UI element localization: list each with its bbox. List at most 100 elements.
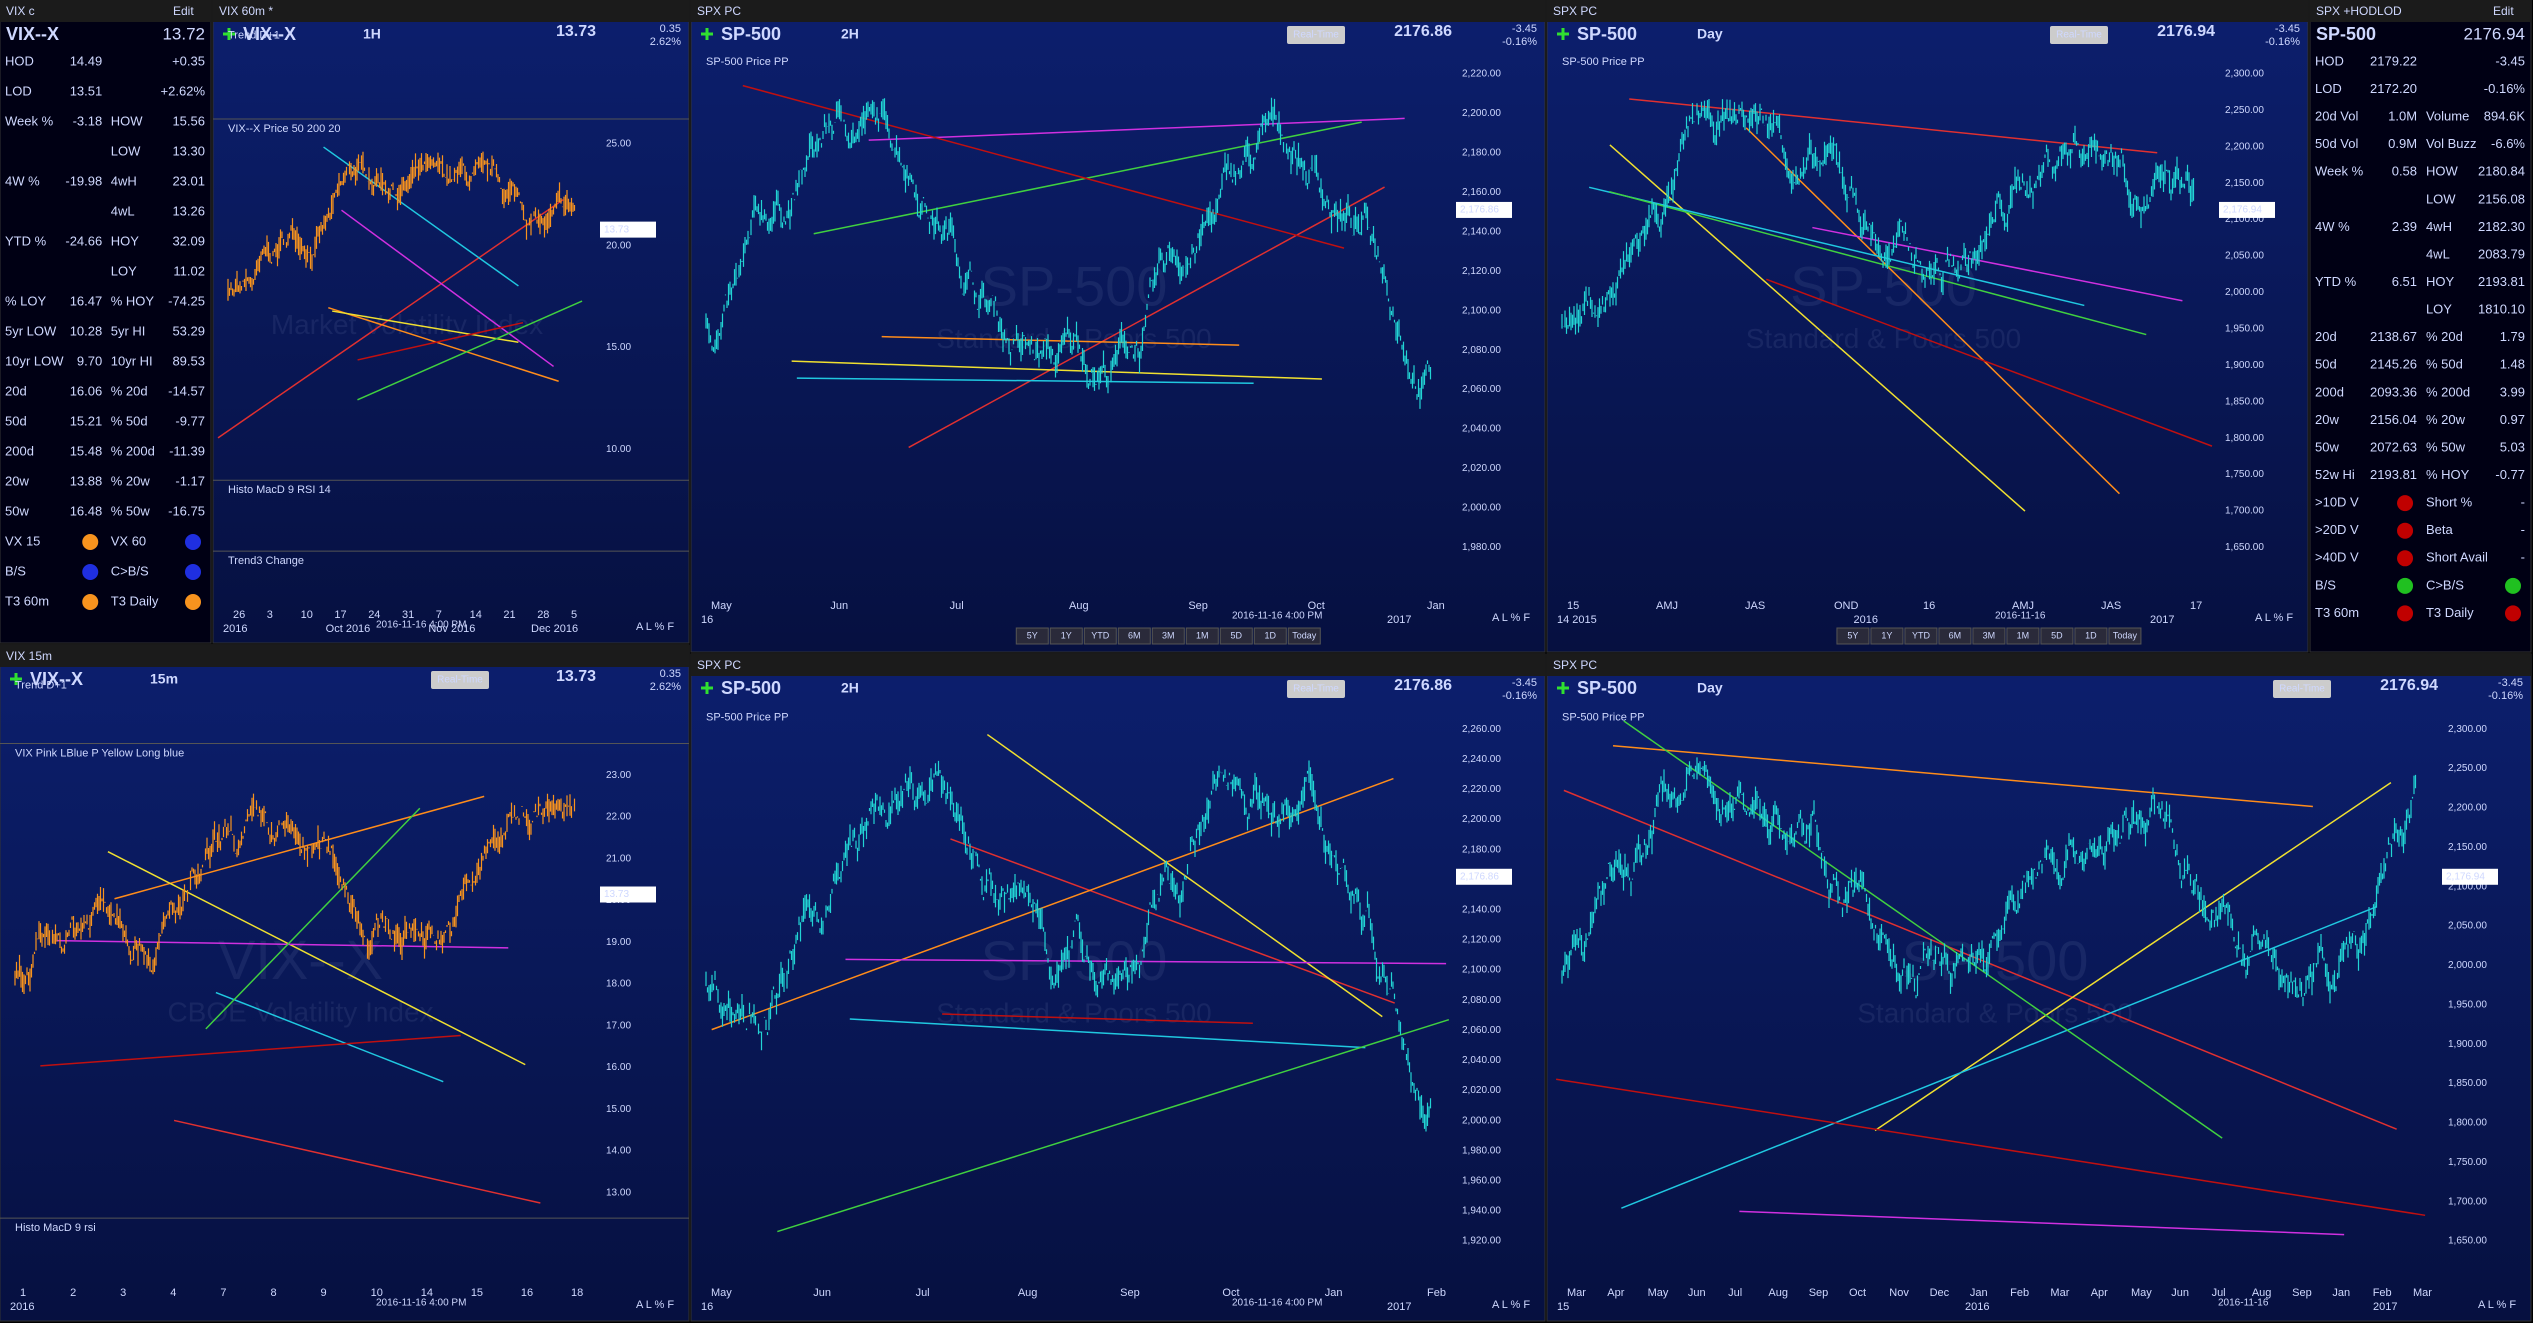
- quote-symbol: VIX--X: [6, 24, 59, 44]
- range-button[interactable]: [1219, 627, 1253, 645]
- axis-options[interactable]: A L % F: [636, 1299, 674, 1311]
- y-tick-label: 2,080.00: [1462, 345, 1501, 356]
- quote-value: 2193.81: [2478, 274, 2525, 289]
- range-label: 6M: [1949, 630, 1962, 640]
- chart-interval[interactable]: 15m: [150, 671, 178, 687]
- chart-interval[interactable]: Day: [1697, 680, 1723, 696]
- range-button[interactable]: [2074, 627, 2108, 645]
- range-button[interactable]: [1253, 627, 1287, 645]
- range-label: Today: [1292, 630, 1317, 640]
- x-tick-label: Sep: [1188, 600, 1208, 612]
- trend-line: [1609, 190, 2147, 336]
- quote-value: 16.47: [70, 293, 103, 308]
- axis-options[interactable]: A L % F: [636, 621, 674, 633]
- y-tick-label: 2,180.00: [1462, 844, 1501, 855]
- axis-options[interactable]: A L % F: [2478, 1299, 2516, 1311]
- range-button[interactable]: [1904, 627, 1938, 645]
- chart-price: 13.73: [556, 668, 596, 685]
- range-button[interactable]: [1015, 627, 1049, 645]
- y-tick-label: 10.00: [606, 444, 631, 455]
- quote-label: >20D V: [2315, 522, 2359, 537]
- quote-label: 20w: [5, 473, 29, 488]
- range-button[interactable]: [1185, 627, 1219, 645]
- range-button[interactable]: [1117, 627, 1151, 645]
- quote-label: 200d: [2315, 384, 2344, 399]
- quote-value: 2156.08: [2478, 191, 2525, 206]
- realtime-button[interactable]: [431, 671, 489, 689]
- chart-interval[interactable]: Day: [1697, 26, 1723, 42]
- chart-interval[interactable]: 1H: [363, 26, 381, 42]
- x-tick-label: Jun: [830, 600, 848, 612]
- x-tick-label: 14: [421, 1287, 433, 1299]
- y-tick-label: 2,250.00: [2225, 105, 2264, 116]
- quote-label: T3 Daily: [111, 593, 159, 608]
- range-button[interactable]: [1151, 627, 1185, 645]
- range-button[interactable]: [1836, 627, 1870, 645]
- last-price-tag: [2442, 868, 2498, 885]
- quote-label: B/S: [5, 563, 26, 578]
- range-label: 1D: [2085, 630, 2097, 640]
- x-tick-label: AMJ: [2012, 600, 2034, 612]
- x-tick-label: May: [711, 1287, 732, 1299]
- edit-button[interactable]: Edit: [2493, 4, 2514, 18]
- y-tick-label: 2,020.00: [1462, 1085, 1501, 1096]
- quote-value: -19.98: [65, 173, 102, 188]
- quote-label: 4W %: [5, 173, 40, 188]
- quote-value: -: [2521, 550, 2525, 565]
- range-button[interactable]: [1083, 627, 1117, 645]
- quote-value: 2093.36: [2370, 384, 2417, 399]
- axis-options[interactable]: A L % F: [1492, 1299, 1530, 1311]
- quote-label: % 200d: [2426, 384, 2470, 399]
- realtime-button[interactable]: [1287, 680, 1345, 698]
- y-tick-label: 2,200.00: [2448, 803, 2487, 814]
- range-label: 1Y: [1881, 630, 1892, 640]
- y-tick-label: 1,800.00: [2225, 433, 2264, 444]
- realtime-label: Real-Time: [2279, 684, 2325, 695]
- x-tick-label: May: [711, 600, 732, 612]
- quote-value: 0.97: [2500, 412, 2525, 427]
- edit-button[interactable]: Edit: [173, 4, 194, 18]
- x-tick-label-2: 2017: [1387, 614, 1411, 626]
- pane-legend: SP-500 Price PP: [706, 56, 789, 68]
- range-button[interactable]: [1049, 627, 1083, 645]
- price-bars: [1561, 99, 2195, 335]
- chart-interval[interactable]: 2H: [841, 680, 859, 696]
- realtime-button[interactable]: [2273, 680, 2331, 698]
- range-button[interactable]: [1287, 627, 1321, 645]
- x-tick-label: Apr: [2091, 1287, 2108, 1299]
- range-button[interactable]: [2108, 627, 2142, 645]
- quote-label: 4W %: [2315, 219, 2350, 234]
- quote-label: 20d: [5, 383, 27, 398]
- realtime-button[interactable]: [1287, 26, 1345, 44]
- range-button[interactable]: [1938, 627, 1972, 645]
- chart-interval[interactable]: 2H: [841, 26, 859, 42]
- quote-value: 2145.26: [2370, 357, 2417, 372]
- quote-label: % 50w: [111, 503, 151, 518]
- range-button[interactable]: [2040, 627, 2074, 645]
- y-tick-label: 1,750.00: [2448, 1157, 2487, 1168]
- trend-line: [332, 310, 519, 344]
- date-stamp: 2016-11-16: [1995, 611, 2046, 622]
- y-tick-label: 2,040.00: [1462, 1055, 1501, 1066]
- quote-value: 15.56: [172, 113, 205, 128]
- quote-label: % HOY: [2426, 467, 2470, 482]
- axis-options[interactable]: A L % F: [1492, 612, 1530, 624]
- range-button[interactable]: [2006, 627, 2040, 645]
- axis-options[interactable]: A L % F: [2255, 612, 2293, 624]
- chart-price: 2176.94: [2157, 23, 2215, 40]
- chart-change: 0.35: [660, 668, 681, 680]
- trend-line: [950, 838, 1395, 1004]
- x-tick-label-2: 2016: [1854, 614, 1878, 626]
- x-tick-label: 26: [233, 609, 245, 621]
- x-tick-label: May: [1648, 1287, 1669, 1299]
- y-tick-label: 2,100.00: [2448, 881, 2487, 892]
- quote-value: 2072.63: [2370, 439, 2417, 454]
- trend-line: [173, 1119, 541, 1204]
- y-tick-label: 2,000.00: [2225, 287, 2264, 298]
- range-button[interactable]: [1972, 627, 2006, 645]
- range-button[interactable]: [1870, 627, 1904, 645]
- y-tick-label: 2,060.00: [1462, 1025, 1501, 1036]
- y-tick-label: 21.00: [606, 853, 631, 864]
- realtime-button[interactable]: [2050, 26, 2108, 44]
- y-tick-label: 17.00: [606, 1020, 631, 1031]
